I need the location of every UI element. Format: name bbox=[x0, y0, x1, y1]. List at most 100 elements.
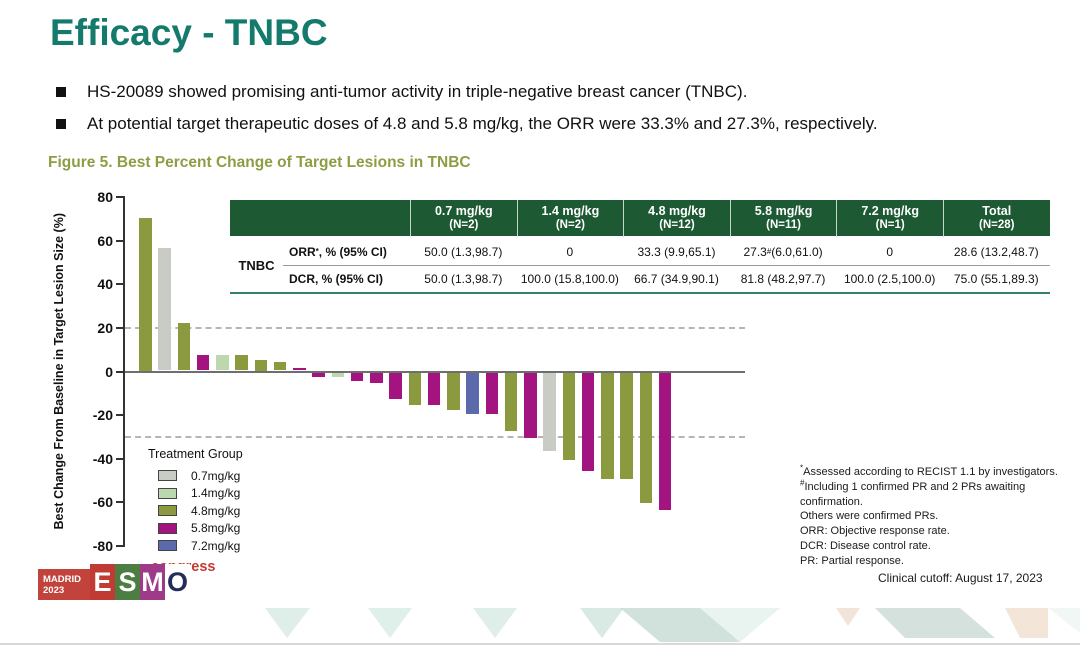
y-axis-tick-label: 20 bbox=[97, 319, 113, 336]
waterfall-bar bbox=[254, 359, 267, 371]
legend-item: 7.2mg/kg bbox=[148, 537, 243, 555]
y-axis-tick-label: -80 bbox=[92, 538, 113, 554]
dose-n-label: (N=2) bbox=[449, 219, 479, 231]
page-title: Efficacy - TNBC bbox=[50, 12, 328, 53]
footnote-line: *Assessed according to RECIST 1.1 by inv… bbox=[800, 463, 1058, 478]
dose-n-label: (N=2) bbox=[555, 219, 585, 231]
footnotes: *Assessed according to RECIST 1.1 by inv… bbox=[800, 463, 1080, 569]
dose-n-label: (N=1) bbox=[875, 219, 905, 231]
dose-label: 7.2 mg/kg bbox=[861, 204, 919, 218]
waterfall-bar bbox=[427, 372, 441, 406]
waterfall-bar bbox=[196, 355, 210, 371]
legend-item: 5.8mg/kg bbox=[148, 520, 243, 538]
y-axis-tick-label: -60 bbox=[92, 494, 113, 511]
table-cell: 33.3 (9.9,65.1) bbox=[623, 238, 730, 265]
waterfall-bar bbox=[620, 372, 633, 480]
y-axis-tick-label: -20 bbox=[92, 407, 113, 424]
table-header-dose: 0.7 mg/kg (N=2) bbox=[410, 200, 517, 238]
legend-label: 0.7mg/kg bbox=[191, 468, 241, 483]
waterfall-bar bbox=[139, 217, 152, 371]
esmo-letter-tile: O bbox=[165, 564, 190, 600]
reference-dashed-line bbox=[125, 326, 745, 329]
waterfall-bar bbox=[370, 372, 383, 384]
y-axis-tick-label: -40 bbox=[92, 450, 113, 467]
bullet-text: HS-20089 showed promising anti-tumor act… bbox=[87, 82, 748, 101]
y-axis-tick bbox=[116, 326, 123, 329]
y-axis-label: Best Change From Baseline in Target Lesi… bbox=[52, 213, 66, 530]
table-header-dose: 5.8 mg/kg (N=11) bbox=[729, 200, 837, 238]
legend-label: 7.2mg/kg bbox=[191, 538, 241, 553]
reference-dashed-line bbox=[125, 435, 745, 438]
legend-label: 1.4mg/kg bbox=[191, 486, 241, 501]
waterfall-plot: 80 60 40 20 0 -20 -40 -60 -80 bbox=[93, 189, 745, 554]
dose-n-label: (N=12) bbox=[659, 219, 695, 231]
legend-swatch bbox=[158, 522, 177, 534]
y-axis-tick bbox=[116, 545, 123, 547]
y-axis-tick-label: 80 bbox=[97, 189, 113, 205]
dose-label: 4.8 mg/kg bbox=[648, 204, 706, 218]
legend-swatch bbox=[158, 487, 177, 499]
waterfall-bar bbox=[639, 372, 652, 504]
y-axis-line bbox=[123, 196, 125, 547]
legend-item: 1.4mg/kg bbox=[148, 485, 243, 503]
footnote-line: DCR: Disease control rate. bbox=[800, 539, 931, 552]
waterfall-bar bbox=[485, 372, 498, 414]
waterfall-bar bbox=[562, 372, 575, 460]
table-cell: 50.0 (1.3,98.7) bbox=[410, 238, 517, 265]
table-cell: 100.0 (15.8,100.0) bbox=[516, 265, 624, 292]
waterfall-bar bbox=[601, 372, 614, 480]
y-axis-tick-label: 0 bbox=[105, 363, 113, 380]
dose-label: 1.4 mg/kg bbox=[541, 204, 600, 218]
waterfall-bar bbox=[581, 372, 595, 471]
waterfall-bar bbox=[350, 372, 364, 382]
table-header-dose: 1.4 mg/kg (N=2) bbox=[516, 200, 624, 238]
legend-item: 4.8mg/kg bbox=[148, 502, 243, 520]
table-cell: 50.0 (1.3,98.7) bbox=[410, 265, 517, 292]
dose-n-label: (N=11) bbox=[766, 219, 801, 231]
y-axis-tick bbox=[116, 196, 123, 198]
waterfall-bar bbox=[158, 248, 171, 371]
dose-label: Total bbox=[982, 204, 1012, 218]
waterfall-bar bbox=[273, 361, 287, 371]
legend-title: Treatment Group bbox=[148, 447, 243, 461]
table-header-dose: 4.8 mg/kg (N=12) bbox=[623, 200, 730, 238]
y-axis-tick bbox=[116, 239, 123, 242]
waterfall-bar bbox=[524, 372, 537, 438]
zero-baseline bbox=[125, 370, 745, 373]
y-axis-tick bbox=[116, 370, 123, 373]
bullet-square-icon bbox=[56, 87, 66, 97]
bottom-divider bbox=[0, 643, 1080, 645]
waterfall-bar bbox=[216, 355, 229, 371]
clinical-cutoff: Clinical cutoff: August 17, 2023 bbox=[878, 571, 1043, 585]
table-cell: 100.0 (2.5,100.0) bbox=[836, 265, 943, 292]
dose-n-label: (N=28) bbox=[979, 219, 1015, 231]
waterfall-bar bbox=[658, 372, 672, 510]
waterfall-bar bbox=[504, 372, 518, 432]
table-header-dose: Total (N=28) bbox=[942, 200, 1050, 238]
waterfall-bar bbox=[177, 322, 190, 371]
footnote-line: Others were confirmed PRs. bbox=[800, 510, 939, 523]
bullet-item: HS-20089 showed promising anti-tumor act… bbox=[56, 82, 1016, 102]
dose-label: 5.8 mg/kg bbox=[754, 204, 813, 218]
table-cell: 0 bbox=[836, 238, 943, 265]
esmo-letter-tile: E bbox=[90, 564, 115, 600]
y-axis-tick bbox=[116, 283, 123, 286]
footnote-line: ORR: Objective response rate. bbox=[800, 525, 950, 538]
footnote-line: #Including 1 confirmed PR and 2 PRs awai… bbox=[800, 478, 1026, 508]
y-axis-tick bbox=[116, 457, 123, 460]
y-axis-tick-label: 60 bbox=[97, 232, 113, 249]
chart-legend: Treatment Group 0.7mg/kg 1.4mg/kg 4.8mg/kg… bbox=[148, 447, 243, 555]
dose-label: 0.7 mg/kg bbox=[434, 204, 493, 218]
footnote-line: PR: Partial response. bbox=[800, 554, 904, 567]
table-cell: 28.6 (13.2,48.7) bbox=[942, 238, 1050, 265]
table-cell: 27.3 # (6.0,61.0) bbox=[729, 238, 837, 265]
waterfall-bar bbox=[466, 372, 479, 414]
table-header-corner bbox=[230, 200, 410, 238]
legend-swatch bbox=[158, 505, 177, 517]
waterfall-bar bbox=[312, 372, 325, 377]
esmo-letter-tile: M bbox=[140, 564, 165, 600]
legend-swatch bbox=[158, 470, 177, 482]
y-axis-tick bbox=[116, 501, 123, 504]
waterfall-bar bbox=[408, 372, 421, 406]
